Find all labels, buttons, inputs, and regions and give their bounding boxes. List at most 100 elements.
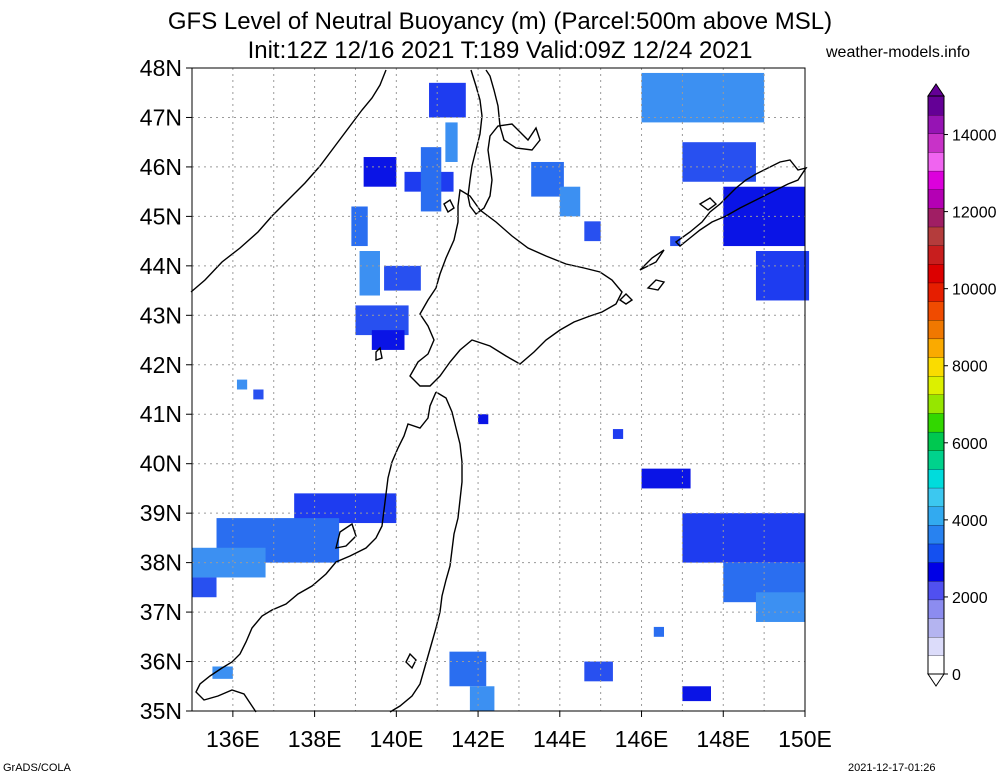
coastline-layer <box>190 69 808 713</box>
okushiri-island <box>375 346 383 361</box>
colorbar-swatch <box>927 468 945 489</box>
map-subtitle: Init:12Z 12/16 2021 T:189 Valid:09Z 12/2… <box>247 37 753 64</box>
map-frame <box>191 67 806 712</box>
colorbar-swatch <box>927 300 945 321</box>
pacific-east-cell <box>641 468 691 489</box>
colorbar-swatch <box>927 487 945 507</box>
isolated-cell <box>478 414 489 425</box>
latitude-labels: 48N 47N 46N 45N 44N 43N 42N 41N 40N 39N 38N 37N 36N 3… <box>140 55 192 724</box>
colorbar-swatch <box>927 245 945 265</box>
colorbar-swatch <box>927 95 945 116</box>
okhotsk-north-cell <box>429 82 466 118</box>
colorbar-label: 4000 <box>952 513 988 530</box>
colorbar-swatch <box>927 170 945 190</box>
colorbar-label: 0 <box>952 667 961 684</box>
colorbar-swatch <box>927 412 945 433</box>
okhotsk-north-cell <box>445 122 458 162</box>
sakhalin-coast <box>467 69 541 215</box>
lon-label: 138E <box>288 726 342 752</box>
colorbar-swatch <box>927 114 945 134</box>
okhotsk-east-cell <box>584 221 601 242</box>
colorbar-label: 6000 <box>952 436 988 453</box>
longitude-labels: 136E 138E 140E 142E 144E 146E 148E 150E <box>206 711 832 752</box>
colorbar-swatch <box>927 599 945 619</box>
lon-label: 140E <box>369 726 423 752</box>
lat-label: 36N <box>140 649 182 675</box>
kuril-islands <box>618 159 808 305</box>
hokkaido-west-cell <box>355 305 409 336</box>
lon-label: 146E <box>615 726 669 752</box>
kuril-north-cell <box>755 251 810 301</box>
lat-label: 39N <box>140 500 182 526</box>
colorbar-swatch <box>927 617 945 638</box>
colorbar-swatch <box>927 133 945 153</box>
isolated-cell <box>670 236 681 247</box>
colorbar-swatch <box>927 636 945 657</box>
colorbar-swatch <box>927 394 945 414</box>
lat-label: 46N <box>140 154 182 180</box>
lat-label: 42N <box>140 352 182 378</box>
lat-label: 48N <box>140 55 182 81</box>
lon-label: 144E <box>533 726 587 752</box>
mainland-coast <box>190 69 387 293</box>
isolated-cell <box>653 626 665 637</box>
colorbar-swatch <box>927 561 945 582</box>
colorbar-swatch <box>927 580 945 601</box>
okhotsk-east-cell <box>559 186 581 217</box>
colorbar-label: 2000 <box>952 590 988 607</box>
south-east-cell <box>469 686 495 711</box>
credit-label: weather-models.info <box>826 44 971 61</box>
colorbar-label: 14000 <box>952 128 997 145</box>
map-title: GFS Level of Neutral Buoyancy (m) (Parce… <box>167 8 833 35</box>
colorbar-swatch <box>927 338 945 358</box>
lon-label: 150E <box>778 726 832 752</box>
isolated-cell <box>253 389 264 400</box>
isolated-cell <box>236 379 248 390</box>
colorbar-swatch <box>927 151 945 172</box>
lat-label: 47N <box>140 104 182 130</box>
colorbar-frame <box>927 95 945 675</box>
lat-label: 37N <box>140 599 182 625</box>
lnb-fill-layer <box>192 72 810 711</box>
lat-label: 45N <box>140 203 182 229</box>
colorbar <box>927 83 945 687</box>
lat-label: 44N <box>140 253 182 279</box>
lat-label: 38N <box>140 550 182 576</box>
sakhalin-west-cell <box>351 206 368 247</box>
lat-label: 35N <box>140 698 182 724</box>
colorbar-swatch <box>927 356 945 377</box>
kuril-north-cell <box>682 142 756 182</box>
colorbar-swatch <box>927 431 945 451</box>
colorbar-swatch <box>927 506 945 526</box>
okhotsk-east-cell <box>531 161 564 197</box>
sado-island <box>335 522 357 549</box>
lon-label: 148E <box>696 726 750 752</box>
colorbar-label: 8000 <box>952 359 988 376</box>
lon-label: 142E <box>451 726 505 752</box>
lat-label: 43N <box>140 302 182 328</box>
footer-timestamp: 2021-12-17-01:26 <box>848 762 936 774</box>
colorbar-swatch <box>927 319 945 340</box>
colorbar-swatch <box>927 543 945 563</box>
south-east-cell <box>584 661 613 682</box>
rishiri-island <box>443 198 455 214</box>
colorbar-swatch <box>927 375 945 395</box>
okhotsk-north-cell <box>420 147 442 212</box>
colorbar-swatch <box>927 226 945 246</box>
colorbar-label: 12000 <box>952 205 997 222</box>
sakhalin-west-cell <box>384 265 421 291</box>
hokkaido-coast <box>409 188 623 387</box>
colorbar-swatch <box>927 207 945 228</box>
colorbar-labels: 0 2000 4000 6000 8000 10000 12000 14000 <box>944 128 997 684</box>
oshima-island <box>405 652 417 670</box>
colorbar-top-arrow <box>927 83 945 97</box>
lat-label: 41N <box>140 401 182 427</box>
colorbar-label: 10000 <box>952 282 997 299</box>
honshu-coast <box>195 391 463 713</box>
lon-label: 136E <box>206 726 260 752</box>
isolated-cell <box>212 666 233 679</box>
pacific-east-cell <box>755 592 805 622</box>
colorbar-swatch <box>927 282 945 302</box>
colorbar-swatch <box>927 450 945 470</box>
